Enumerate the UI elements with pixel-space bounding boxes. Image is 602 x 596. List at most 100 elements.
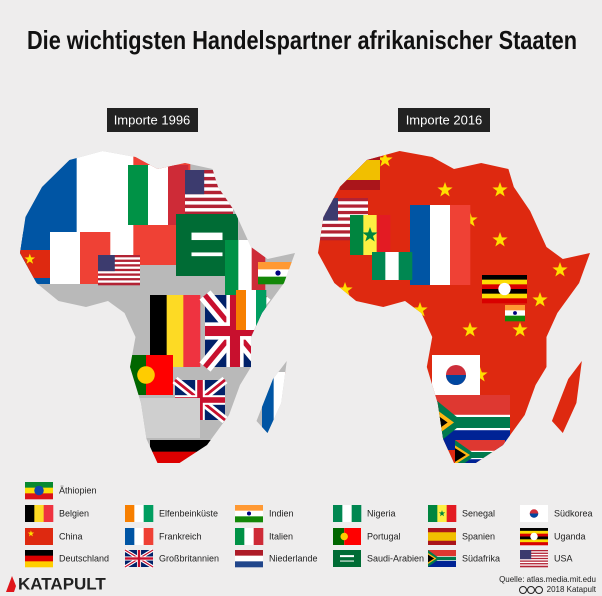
flag-part — [362, 227, 378, 242]
flag-part — [150, 451, 220, 463]
legend-label: Uganda — [554, 531, 586, 541]
flag-part — [520, 556, 548, 559]
map-flag — [258, 262, 295, 285]
flag-part — [185, 173, 233, 178]
flag-part — [258, 262, 295, 270]
flag-part — [236, 290, 247, 330]
flag-part — [520, 552, 548, 555]
flag-part — [520, 561, 548, 564]
flag-part — [520, 550, 532, 560]
flag-part — [27, 530, 35, 537]
legend: Äthiopien Belgien China Deutschland Elfenbei… — [25, 482, 593, 569]
legend-label: Elfenbeinküste — [159, 508, 218, 518]
flag-part — [98, 266, 140, 270]
flag-part — [134, 505, 144, 522]
flag-part — [43, 505, 54, 522]
flag-part — [235, 561, 263, 568]
flag-part — [143, 528, 154, 545]
flag-part — [520, 560, 548, 563]
map-flag — [410, 205, 471, 285]
legend-label: Frankreich — [159, 531, 202, 541]
flag-part — [318, 198, 368, 202]
license: 2018 Katapult — [547, 585, 597, 594]
flag-part — [34, 505, 44, 522]
flag-part — [437, 182, 453, 197]
flag-part — [520, 563, 548, 565]
flag-part — [410, 205, 431, 285]
flag-part — [513, 311, 517, 315]
flag-part — [340, 532, 348, 541]
brand: KATAPULT — [18, 574, 106, 593]
flag-part — [520, 542, 548, 546]
flag-part — [246, 511, 252, 516]
flag-part — [333, 505, 343, 522]
source: Quelle: atlas.media.mit.edu — [499, 575, 596, 584]
flag-part — [428, 532, 456, 541]
flag-part — [140, 398, 200, 438]
flag-part — [377, 152, 393, 167]
legend-flag — [333, 528, 361, 545]
flag-part — [344, 528, 361, 545]
flag-part — [455, 448, 466, 462]
flag-part — [24, 253, 36, 264]
flag-part — [125, 505, 135, 522]
flag-part — [318, 236, 368, 241]
flag-part — [333, 550, 361, 567]
legend-flag — [333, 505, 362, 522]
panel-label-box — [398, 108, 490, 132]
flag-part — [318, 214, 368, 218]
flag-part — [520, 551, 548, 553]
legend-label: Senegal — [462, 508, 495, 518]
flag-part — [318, 223, 368, 228]
map-flag — [372, 252, 413, 280]
license-icon — [527, 586, 535, 594]
legend-flag — [520, 528, 548, 546]
flag-part — [235, 550, 263, 556]
flag-part — [191, 232, 223, 241]
flag-part — [438, 510, 446, 517]
flag-part — [273, 372, 286, 437]
flag-part — [185, 201, 233, 205]
flag-part — [318, 227, 368, 231]
flag-part — [520, 528, 548, 532]
flag-part — [446, 505, 457, 522]
legend-flag — [333, 550, 361, 567]
map-flag — [505, 305, 525, 322]
legend-label: Saudi-Arabien — [367, 553, 424, 563]
map-flag — [482, 275, 527, 304]
flag-part — [520, 555, 548, 557]
map-flag — [350, 215, 391, 255]
flag-part — [244, 528, 254, 545]
map-flag — [128, 355, 173, 395]
flag-part — [168, 165, 189, 225]
flag-part — [342, 505, 352, 522]
flag-part — [235, 555, 263, 562]
map-flag — [455, 440, 505, 463]
legend-label: Äthiopien — [59, 485, 97, 495]
flag-part — [482, 293, 527, 299]
flag-part — [318, 201, 368, 205]
flag-part — [505, 315, 525, 322]
legend-label: Italien — [269, 531, 293, 541]
flag-part — [505, 305, 525, 311]
flag-part — [262, 372, 274, 437]
flag-part — [412, 302, 428, 317]
flag-part — [185, 170, 205, 195]
flag-part — [492, 232, 508, 247]
flag-part — [98, 261, 140, 265]
flag-part — [150, 440, 220, 452]
flag-part — [34, 485, 44, 496]
flag-part — [185, 187, 233, 192]
license-icon — [535, 586, 543, 594]
flag-part — [450, 205, 471, 285]
flag-part — [166, 295, 184, 367]
flag-part — [318, 220, 368, 225]
flag-part — [333, 528, 345, 545]
flag-part — [229, 295, 241, 367]
brand-icon — [6, 576, 16, 592]
legend-flag — [25, 550, 53, 568]
map-flag — [150, 440, 220, 463]
flag-part — [318, 204, 368, 208]
